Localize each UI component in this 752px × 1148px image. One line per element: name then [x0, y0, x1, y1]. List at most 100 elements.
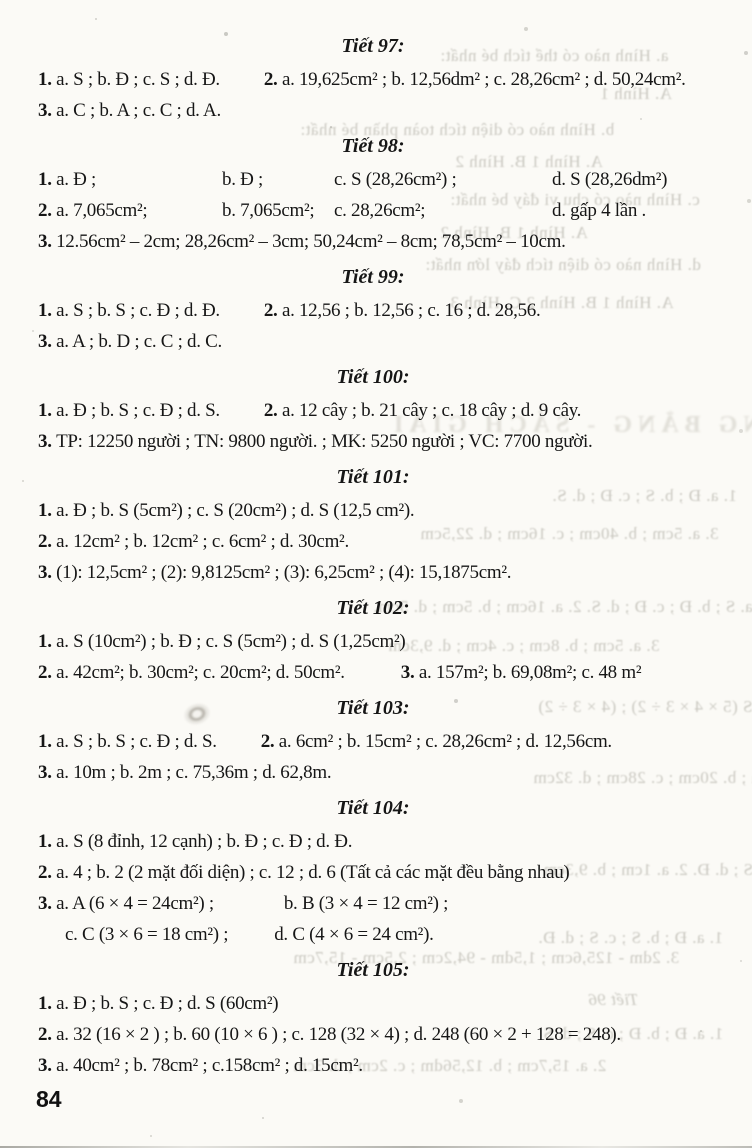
- question-number: 2.: [260, 731, 279, 752]
- answer-part: 1. a. Đ ; b. S (5cm²) ; c. S (20cm²) ; d…: [38, 500, 415, 521]
- question-number: 3.: [38, 562, 57, 583]
- question-number: 1.: [38, 831, 57, 852]
- answer-line: 3. a. 40cm² ; b. 78cm² ; c.158cm² ; d. 1…: [38, 1050, 722, 1081]
- question-number: 2.: [263, 300, 282, 321]
- section-title: Tiết 105:: [336, 959, 410, 981]
- answer-line: 2. a. 7,065cm²; b. 7,065cm²; c. 28,26cm²; d…: [38, 195, 722, 226]
- section-tiet: Tiết 104: 1. a. S (8 đỉnh, 12 cạnh) ; b. …: [38, 793, 722, 950]
- section-title: Tiết 97:: [341, 35, 405, 57]
- answer-line: 1. a. S ; b. S ; c. Đ ; d. Đ. 2. a. 12,56…: [38, 295, 722, 326]
- question-number: 3.: [38, 893, 57, 914]
- answer-part: 2. a. 12cm² ; b. 12cm² ; c. 6cm² ; d. 30…: [38, 531, 349, 552]
- answer-part: d. S (28,26dm²): [552, 169, 668, 190]
- section-tiet: Tiết 101: 1. a. Đ ; b. S (5cm²) ; c. S (2…: [38, 462, 722, 588]
- answer-part: d. gấp 4 lần .: [552, 200, 646, 221]
- question-number: 1.: [38, 400, 57, 421]
- answer-line: 3. 12.56cm² – 2cm; 28,26cm² – 3cm; 50,24…: [38, 226, 722, 257]
- answer-part: 3. TP: 12250 người ; TN: 9800 người. ; M…: [38, 431, 593, 452]
- answer-part: 1. a. S (10cm²) ; b. Đ ; c. S (5cm²) ; d…: [38, 631, 406, 652]
- answer-line: 1. a. S (8 đỉnh, 12 cạnh) ; b. Đ ; c. Đ …: [38, 826, 722, 857]
- answer-part: 3. a. C ; b. A ; c. C ; d. A.: [38, 100, 221, 121]
- answer-part: b. Đ ;: [222, 169, 263, 190]
- page-number: 84: [36, 1086, 62, 1112]
- question-number: 2.: [38, 662, 57, 683]
- question-number: 3.: [38, 1055, 57, 1076]
- answer-line: 1. a. Đ ; b. S (5cm²) ; c. S (20cm²) ; d…: [38, 495, 722, 526]
- answer-part: 1. a. Đ ;: [38, 169, 96, 190]
- section-title: Tiết 104:: [336, 797, 410, 819]
- question-number: 1.: [38, 993, 57, 1014]
- answer-part: 3. a. 157m²; b. 69,08m²; c. 48 m²: [400, 662, 642, 683]
- answer-line: 3. a. A (6 × 4 = 24cm²) ; b. B (3 × 4 = 1…: [38, 888, 722, 919]
- answer-part: 1. a. S ; b. S ; c. Đ ; d. Đ.: [38, 300, 220, 321]
- question-number: 3.: [38, 100, 57, 121]
- section-tiet: Tiết 105: 1. a. Đ ; b. S ; c. Đ ; d. S (6…: [38, 955, 722, 1081]
- answer-line: 1. a. S ; b. S ; c. Đ ; d. S. 2. a. 6cm² …: [38, 726, 722, 757]
- answer-part: 2. a. 12,56 ; b. 12,56 ; c. 16 ; d. 28,5…: [263, 300, 541, 321]
- answer-part: 2. a. 32 (16 × 2 ) ; b. 60 (10 × 6 ) ; c…: [38, 1024, 621, 1045]
- section-tiet: Tiết 103: 1. a. S ; b. S ; c. Đ ; d. S. 2.…: [38, 693, 722, 788]
- section-title: Tiết 101:: [336, 466, 410, 488]
- question-number: 3.: [38, 231, 57, 252]
- section-title: Tiết 100:: [336, 366, 410, 388]
- answer-key-content: Tiết 97: 1. a. S ; b. Đ ; c. S ; d. Đ. 2. …: [38, 26, 722, 1081]
- question-number: 3.: [38, 431, 57, 452]
- question-number: 1.: [38, 300, 57, 321]
- question-number: 2.: [38, 1024, 57, 1045]
- section-tiet: Tiết 100: 1. a. Đ ; b. S ; c. Đ ; d. S. 2.…: [38, 362, 722, 457]
- answer-line: 3. a. 10m ; b. 2m ; c. 75,36m ; d. 62,8m…: [38, 757, 722, 788]
- answer-line: 3. (1): 12,5cm² ; (2): 9,8125cm² ; (3): …: [38, 557, 722, 588]
- answer-part: 2. a. 7,065cm²;: [38, 200, 148, 221]
- answer-line: 3. a. A ; b. D ; c. C ; d. C.: [38, 326, 722, 357]
- answer-part: 3. (1): 12,5cm² ; (2): 9,8125cm² ; (3): …: [38, 562, 512, 583]
- question-number: 3.: [400, 662, 419, 683]
- section-title: Tiết 99:: [341, 266, 405, 288]
- answer-part: 3. 12.56cm² – 2cm; 28,26cm² – 3cm; 50,24…: [38, 231, 566, 252]
- answer-part: 1. a. Đ ; b. S ; c. Đ ; d. S.: [38, 400, 220, 421]
- answer-line: 3. TP: 12250 người ; TN: 9800 người. ; M…: [38, 426, 722, 457]
- question-number: 2.: [38, 531, 57, 552]
- answer-line: 2. a. 42cm²; b. 30cm²; c. 20cm²; d. 50cm…: [38, 657, 722, 688]
- answer-part: 1. a. Đ ; b. S ; c. Đ ; d. S (60cm²): [38, 993, 279, 1014]
- answer-line: 1. a. Đ ; b. S ; c. Đ ; d. S (60cm²): [38, 988, 722, 1019]
- answer-part: 3. a. A ; b. D ; c. C ; d. C.: [38, 331, 222, 352]
- section-title: Tiết 98:: [341, 135, 405, 157]
- answer-part: 3. a. A (6 × 4 = 24cm²) ;: [38, 893, 214, 914]
- question-number: 2.: [38, 200, 57, 221]
- answer-line: 1. a. S (10cm²) ; b. Đ ; c. S (5cm²) ; d…: [38, 626, 722, 657]
- answer-part: d. C (4 × 6 = 24 cm²).: [274, 924, 434, 945]
- scan-speckles-decoration: [0, 0, 2, 2]
- section-tiet: Tiết 98: 1. a. Đ ; b. Đ ; c. S (28,26cm²) ;…: [38, 131, 722, 257]
- answer-part: 2. a. 4 ; b. 2 (2 mặt đối diện) ; c. 12 …: [38, 862, 570, 883]
- answer-part: c. C (3 × 6 = 18 cm²) ;: [65, 924, 229, 945]
- answer-part: 1. a. S ; b. S ; c. Đ ; d. S.: [38, 731, 217, 752]
- answer-line: 2. a. 4 ; b. 2 (2 mặt đối diện) ; c. 12 …: [38, 857, 722, 888]
- answer-part: 2. a. 19,625cm² ; b. 12,56dm² ; c. 28,26…: [263, 69, 686, 90]
- question-number: 1.: [38, 69, 57, 90]
- answer-line: 1. a. Đ ; b. Đ ; c. S (28,26cm²) ; d. S (28…: [38, 164, 722, 195]
- answer-part: 2. a. 12 cây ; b. 21 cây ; c. 18 cây ; d…: [263, 400, 582, 421]
- question-number: 1.: [38, 631, 57, 652]
- answer-line: 2. a. 32 (16 × 2 ) ; b. 60 (10 × 6 ) ; c…: [38, 1019, 722, 1050]
- section-tiet: Tiết 102: 1. a. S (10cm²) ; b. Đ ; c. S (…: [38, 593, 722, 688]
- answer-part: b. B (3 × 4 = 12 cm²) ;: [283, 893, 449, 914]
- answer-line: 3. a. C ; b. A ; c. C ; d. A.: [38, 95, 722, 126]
- answer-line: 2. a. 12cm² ; b. 12cm² ; c. 6cm² ; d. 30…: [38, 526, 722, 557]
- answer-part: 1. a. S (8 đỉnh, 12 cạnh) ; b. Đ ; c. Đ …: [38, 831, 353, 852]
- question-number: 3.: [38, 762, 57, 783]
- section-tiet: Tiết 99: 1. a. S ; b. S ; c. Đ ; d. Đ. 2. …: [38, 262, 722, 357]
- question-number: 1.: [38, 169, 57, 190]
- answer-part: c. 28,26cm²;: [334, 200, 426, 221]
- question-number: 2.: [263, 69, 282, 90]
- answer-part: b. 7,065cm²;: [222, 200, 315, 221]
- answer-part: 2. a. 42cm²; b. 30cm²; c. 20cm²; d. 50cm…: [38, 662, 345, 683]
- answer-part: 1. a. S ; b. Đ ; c. S ; d. Đ.: [38, 69, 220, 90]
- answer-part: 3. a. 10m ; b. 2m ; c. 75,36m ; d. 62,8m…: [38, 762, 332, 783]
- question-number: 1.: [38, 731, 57, 752]
- answer-part: 3. a. 40cm² ; b. 78cm² ; c.158cm² ; d. 1…: [38, 1055, 363, 1076]
- question-number: 2.: [263, 400, 282, 421]
- answer-line: 1. a. Đ ; b. S ; c. Đ ; d. S. 2. a. 12 câ…: [38, 395, 722, 426]
- section-title: Tiết 103:: [336, 697, 410, 719]
- question-number: 1.: [38, 500, 57, 521]
